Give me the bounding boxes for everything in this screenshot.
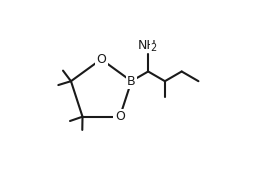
Text: B: B xyxy=(127,75,136,88)
Text: NH: NH xyxy=(138,39,157,52)
Text: 2: 2 xyxy=(150,43,156,53)
Text: O: O xyxy=(115,110,125,123)
Text: O: O xyxy=(96,53,106,66)
